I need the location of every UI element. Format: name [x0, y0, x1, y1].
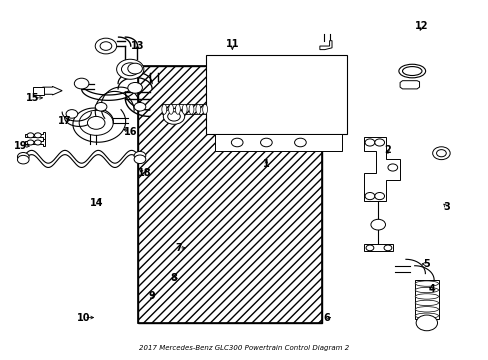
Text: 3: 3 [442, 202, 449, 212]
Bar [414, 280, 438, 319]
Circle shape [415, 315, 437, 331]
Circle shape [370, 219, 385, 230]
Polygon shape [363, 244, 392, 251]
Ellipse shape [414, 313, 438, 319]
Circle shape [231, 138, 243, 147]
Text: 4: 4 [427, 284, 434, 294]
Ellipse shape [182, 104, 187, 114]
Circle shape [167, 112, 180, 121]
Circle shape [27, 133, 34, 138]
Ellipse shape [414, 307, 438, 312]
Polygon shape [215, 134, 341, 152]
Circle shape [134, 103, 145, 111]
Circle shape [387, 164, 397, 171]
Circle shape [34, 140, 41, 145]
Circle shape [95, 103, 107, 111]
Circle shape [134, 152, 145, 160]
Circle shape [383, 245, 391, 251]
Text: 5: 5 [423, 259, 429, 269]
Polygon shape [319, 41, 331, 50]
Polygon shape [399, 81, 419, 89]
Circle shape [95, 38, 116, 54]
Polygon shape [42, 86, 62, 95]
Ellipse shape [202, 104, 207, 114]
Ellipse shape [398, 64, 425, 78]
Text: 19: 19 [14, 141, 27, 151]
Text: 2017 Mercedes-Benz GLC300 Powertrain Control Diagram 2: 2017 Mercedes-Benz GLC300 Powertrain Con… [139, 345, 349, 351]
Bar [137, 66, 322, 323]
Circle shape [294, 138, 305, 147]
Polygon shape [205, 55, 346, 134]
Bar [162, 104, 205, 114]
Ellipse shape [168, 104, 173, 114]
Text: 12: 12 [414, 21, 428, 31]
Text: 11: 11 [225, 39, 239, 49]
Ellipse shape [402, 67, 421, 76]
Text: 13: 13 [130, 41, 144, 51]
Circle shape [260, 138, 272, 147]
Circle shape [365, 193, 374, 200]
Circle shape [116, 59, 143, 79]
Ellipse shape [414, 287, 438, 293]
Ellipse shape [196, 104, 201, 114]
Text: 15: 15 [26, 93, 40, 103]
Text: 10: 10 [77, 312, 91, 323]
Bar [137, 66, 322, 323]
Text: 17: 17 [58, 116, 71, 126]
Text: 1: 1 [263, 159, 269, 169]
Circle shape [66, 110, 78, 118]
Circle shape [436, 150, 446, 157]
Circle shape [127, 82, 142, 93]
Text: 18: 18 [138, 168, 151, 178]
Circle shape [27, 140, 34, 145]
Text: 6: 6 [323, 312, 330, 323]
Circle shape [366, 245, 373, 251]
Circle shape [18, 156, 29, 164]
Ellipse shape [414, 294, 438, 299]
Text: 2: 2 [384, 145, 390, 155]
Circle shape [18, 153, 29, 161]
Text: 9: 9 [148, 291, 155, 301]
Circle shape [74, 78, 89, 89]
Circle shape [365, 139, 374, 146]
Circle shape [374, 139, 384, 146]
Circle shape [374, 193, 384, 200]
Bar [33, 87, 43, 95]
Circle shape [87, 116, 105, 129]
Text: 7: 7 [175, 243, 182, 253]
Polygon shape [25, 139, 45, 146]
Ellipse shape [175, 104, 180, 114]
Text: 14: 14 [89, 198, 103, 208]
Circle shape [127, 63, 142, 74]
Polygon shape [25, 132, 45, 139]
Polygon shape [363, 137, 399, 202]
Text: 8: 8 [170, 273, 177, 283]
Text: 16: 16 [123, 127, 137, 137]
Ellipse shape [189, 104, 194, 114]
Ellipse shape [414, 281, 438, 286]
Circle shape [121, 63, 139, 76]
Circle shape [163, 109, 184, 124]
Circle shape [34, 133, 41, 138]
Ellipse shape [414, 300, 438, 306]
Circle shape [134, 155, 145, 163]
Circle shape [100, 42, 112, 50]
Ellipse shape [162, 104, 166, 114]
Circle shape [432, 147, 449, 159]
